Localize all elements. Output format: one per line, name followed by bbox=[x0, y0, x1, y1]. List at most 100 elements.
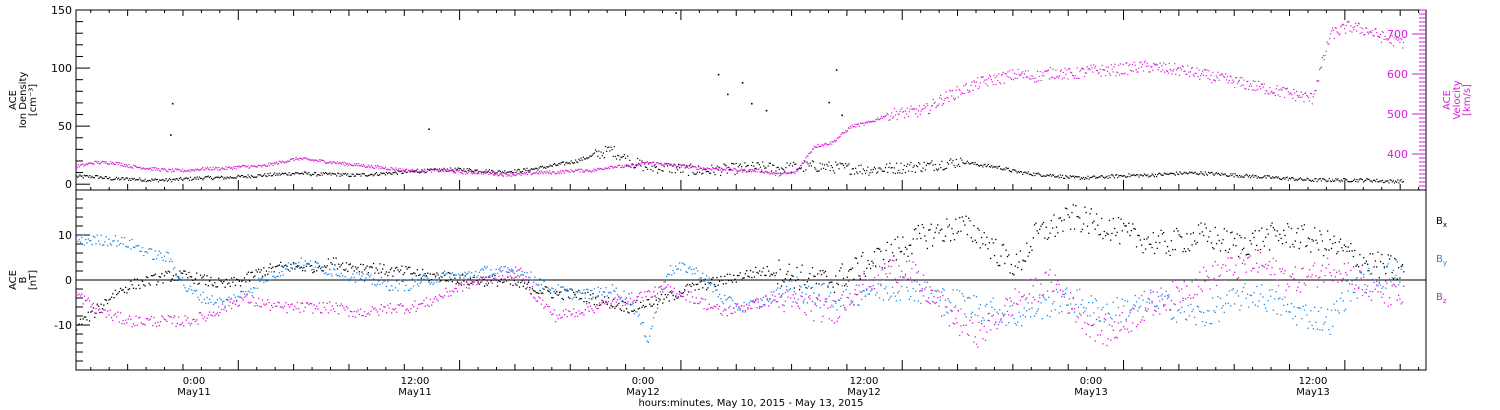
velocity-point bbox=[341, 161, 343, 164]
bx-point bbox=[1173, 230, 1175, 232]
velocity-point bbox=[331, 162, 333, 165]
bx-point bbox=[387, 275, 389, 277]
velocity-point bbox=[837, 137, 839, 139]
velocity-point bbox=[963, 85, 965, 87]
velocity-point bbox=[637, 164, 639, 166]
velocity-point bbox=[1220, 74, 1222, 76]
velocity-point bbox=[316, 160, 318, 162]
by-point bbox=[703, 280, 705, 283]
velocity-point bbox=[1266, 90, 1268, 92]
by-point bbox=[616, 294, 619, 296]
by-point bbox=[766, 298, 768, 300]
by-point bbox=[562, 286, 565, 288]
by-point bbox=[372, 278, 375, 280]
bx-point bbox=[1281, 243, 1284, 245]
bx-point bbox=[1061, 220, 1063, 222]
velocity-point bbox=[1123, 73, 1125, 75]
bx-point bbox=[259, 271, 261, 273]
density-point bbox=[710, 172, 712, 174]
velocity-point bbox=[810, 151, 813, 153]
bx-point bbox=[833, 291, 836, 294]
density-point bbox=[611, 148, 613, 151]
density-point bbox=[871, 171, 873, 173]
velocity-point bbox=[700, 167, 702, 169]
density-point bbox=[125, 177, 127, 179]
by-point bbox=[323, 272, 326, 275]
density-point bbox=[1081, 178, 1084, 180]
density-point bbox=[877, 171, 879, 173]
by-point bbox=[1231, 289, 1233, 291]
by-point bbox=[420, 281, 422, 283]
by-point bbox=[381, 282, 384, 284]
bz-point bbox=[122, 320, 124, 322]
velocity-point bbox=[554, 173, 556, 175]
by-point bbox=[112, 240, 114, 242]
density-point bbox=[483, 171, 485, 173]
bx-point bbox=[632, 310, 634, 313]
density-point bbox=[1168, 173, 1170, 176]
by-point bbox=[1197, 306, 1200, 308]
velocity-point bbox=[1284, 87, 1287, 90]
by-point bbox=[1009, 305, 1011, 307]
by-point bbox=[1394, 277, 1396, 279]
by-point bbox=[171, 261, 173, 263]
bx-point bbox=[274, 265, 277, 268]
bx-point bbox=[642, 304, 645, 307]
bx-point bbox=[449, 272, 451, 274]
velocity-point bbox=[738, 170, 740, 172]
density-point bbox=[184, 177, 186, 180]
density-point bbox=[842, 164, 845, 166]
bx-point bbox=[946, 218, 948, 220]
velocity-point bbox=[1025, 76, 1027, 78]
bx-point bbox=[949, 240, 952, 242]
density-point bbox=[944, 168, 946, 170]
velocity-point bbox=[855, 126, 857, 128]
bx-point bbox=[1124, 225, 1126, 227]
density-point bbox=[358, 173, 360, 176]
by-point bbox=[1347, 290, 1349, 292]
velocity-point bbox=[1329, 38, 1331, 40]
bx-point bbox=[1147, 236, 1149, 238]
density-point bbox=[151, 178, 153, 180]
density-point bbox=[1335, 178, 1337, 180]
by-point bbox=[1348, 279, 1351, 281]
bz-point bbox=[103, 309, 105, 311]
density-point bbox=[1250, 177, 1252, 179]
bz-point bbox=[144, 324, 146, 326]
bx-point bbox=[1222, 238, 1224, 241]
by-point bbox=[1071, 308, 1073, 311]
bx-point bbox=[1146, 238, 1148, 240]
density-point bbox=[124, 178, 126, 180]
bx-point bbox=[1299, 241, 1302, 244]
density-point bbox=[833, 172, 836, 174]
density-point bbox=[1174, 174, 1177, 176]
bx-point bbox=[997, 264, 1000, 267]
density-outlier-point bbox=[428, 128, 430, 131]
bx-point bbox=[760, 274, 762, 277]
velocity-point bbox=[260, 165, 262, 167]
by-point bbox=[1124, 300, 1126, 302]
bx-point bbox=[1236, 233, 1238, 235]
by-point bbox=[1040, 302, 1042, 304]
bx-point bbox=[1341, 247, 1343, 249]
density-point bbox=[182, 179, 184, 181]
by-point bbox=[304, 260, 306, 262]
bx-point bbox=[1267, 233, 1269, 235]
velocity-point bbox=[1280, 88, 1282, 90]
density-point bbox=[819, 162, 821, 164]
bx-point bbox=[446, 279, 448, 282]
velocity-point bbox=[1358, 23, 1360, 25]
density-point bbox=[472, 170, 474, 173]
velocity-point bbox=[450, 170, 452, 172]
velocity-point bbox=[1282, 87, 1284, 89]
bx-point bbox=[622, 300, 624, 303]
bx-point bbox=[829, 281, 832, 283]
bx-point bbox=[487, 282, 490, 284]
bx-point bbox=[1174, 248, 1176, 251]
bx-point bbox=[992, 242, 994, 244]
velocity-point bbox=[982, 76, 984, 78]
bx-point bbox=[547, 290, 549, 292]
by-point bbox=[1155, 306, 1157, 308]
density-point bbox=[693, 173, 695, 175]
